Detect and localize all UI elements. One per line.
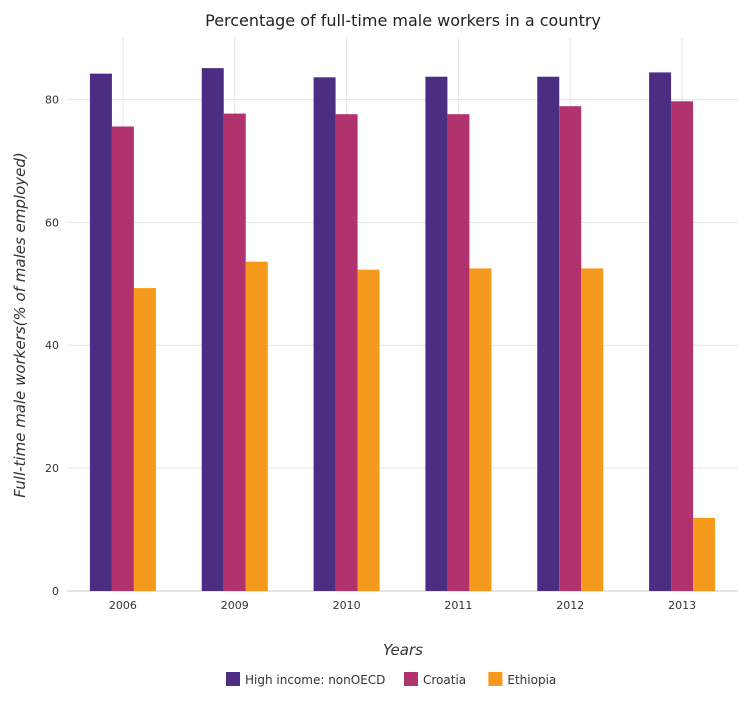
bar-croatia-2012	[559, 106, 582, 591]
bar-ethiopia-2010	[357, 269, 380, 591]
legend-swatch	[226, 672, 240, 686]
bar-ethiopia-2013	[693, 517, 716, 591]
bar-croatia-2009	[223, 113, 246, 592]
grid-lines	[67, 38, 738, 592]
x-tick-label: 2011	[444, 599, 472, 612]
bar-croatia-2010	[335, 114, 358, 592]
bar-high-income-nonoecd-2010	[313, 77, 336, 591]
x-axis-label: Years	[383, 641, 423, 659]
bar-high-income-nonoecd-2012	[537, 76, 560, 591]
legend-label: Ethiopia	[507, 673, 556, 687]
x-tick-label: 2010	[333, 599, 361, 612]
bar-high-income-nonoecd-2011	[425, 76, 448, 591]
x-tick-label: 2013	[668, 599, 696, 612]
chart-title: Percentage of full-time male workers in …	[205, 11, 601, 30]
bar-high-income-nonoecd-2006	[89, 73, 112, 592]
y-tick-label: 60	[45, 216, 59, 229]
bar-croatia-2013	[671, 101, 694, 591]
y-tick-label: 80	[45, 93, 59, 106]
y-tick-label: 40	[45, 339, 59, 352]
y-tick-label: 20	[45, 462, 59, 475]
x-tick-label: 2012	[556, 599, 584, 612]
legend-label: Croatia	[423, 673, 466, 687]
bar-ethiopia-2011	[469, 268, 492, 591]
bar-high-income-nonoecd-2013	[649, 72, 672, 592]
bars	[89, 68, 716, 592]
legend-label: High income: nonOECD	[245, 673, 385, 687]
x-tick-label: 2009	[221, 599, 249, 612]
x-tick-label: 2006	[109, 599, 137, 612]
bar-high-income-nonoecd-2009	[201, 68, 224, 591]
bar-ethiopia-2006	[133, 288, 156, 591]
bar-croatia-2011	[447, 114, 470, 592]
legend: High income: nonOECD Croatia Ethiopia	[226, 672, 556, 687]
bar-ethiopia-2012	[581, 268, 604, 591]
y-axis-label: Full-time male workers(% of males employ…	[11, 152, 29, 497]
legend-swatch	[488, 672, 503, 686]
bar-ethiopia-2009	[245, 261, 268, 591]
legend-swatch	[404, 672, 418, 686]
bar-croatia-2006	[111, 126, 134, 591]
tick-labels: 0 20 40 60 80 2006 2009 2010 2011 2012 2013	[45, 93, 696, 612]
y-tick-label: 0	[52, 585, 59, 598]
